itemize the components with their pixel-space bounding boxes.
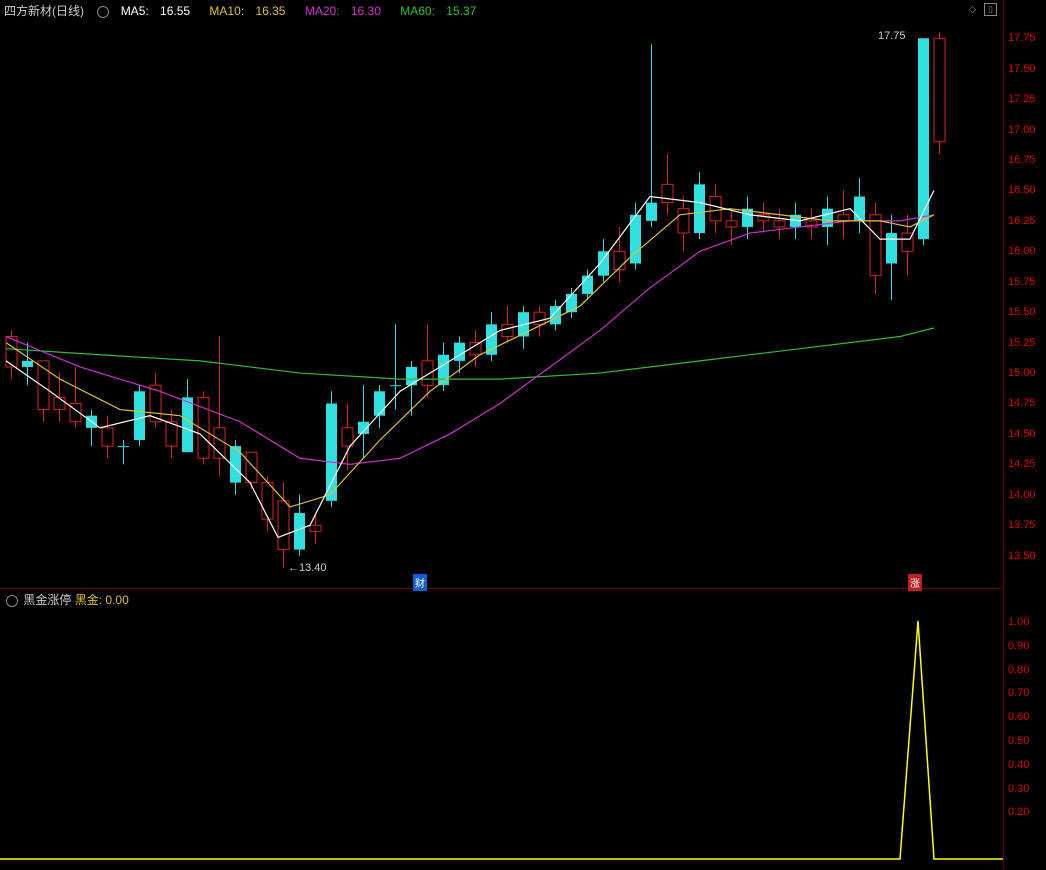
indicator-title: 黑金涨停 [23, 593, 71, 607]
gear-icon[interactable] [97, 6, 109, 18]
ma5-label: MA5: 16.55 [121, 4, 198, 18]
ma60-label: MA60: 15.37 [400, 4, 484, 18]
chart-tool-icons: ◇ ▯ [964, 3, 997, 16]
cai-badge[interactable]: 财 [413, 574, 427, 591]
main-y-axis: 17.7517.5017.2517.0016.7516.5016.2516.00… [1004, 0, 1046, 588]
zhang-badge[interactable]: 涨 [908, 574, 922, 591]
expand-icon[interactable]: ▯ [984, 3, 997, 16]
main-chart-svg [0, 0, 1003, 588]
low-price-label: ←13.40 [288, 562, 327, 574]
sub-indicator-chart[interactable]: 黑金涨停 黑金: 0.00 [0, 588, 1004, 869]
indicator-label: 黑金: 0.00 [75, 593, 129, 607]
chart-container: 四方新材(日线) MA5: 16.55 MA10: 16.35 MA20: 16… [0, 0, 1046, 870]
ma20-label: MA20: 16.30 [305, 4, 389, 18]
sub-chart-svg [0, 589, 1003, 869]
gear-icon[interactable] [6, 595, 18, 607]
sub-y-axis: 1.000.900.800.700.600.500.400.300.20 [1004, 590, 1046, 870]
main-header: 四方新材(日线) MA5: 16.55 MA10: 16.35 MA20: 16… [4, 2, 492, 19]
high-price-label: 17.75 [878, 30, 906, 42]
stock-title: 四方新材(日线) [4, 4, 84, 18]
diamond-icon[interactable]: ◇ [967, 4, 978, 15]
main-candlestick-chart[interactable]: 四方新材(日线) MA5: 16.55 MA10: 16.35 MA20: 16… [0, 0, 1004, 588]
sub-header: 黑金涨停 黑金: 0.00 [4, 591, 129, 608]
ma10-label: MA10: 16.35 [209, 4, 293, 18]
